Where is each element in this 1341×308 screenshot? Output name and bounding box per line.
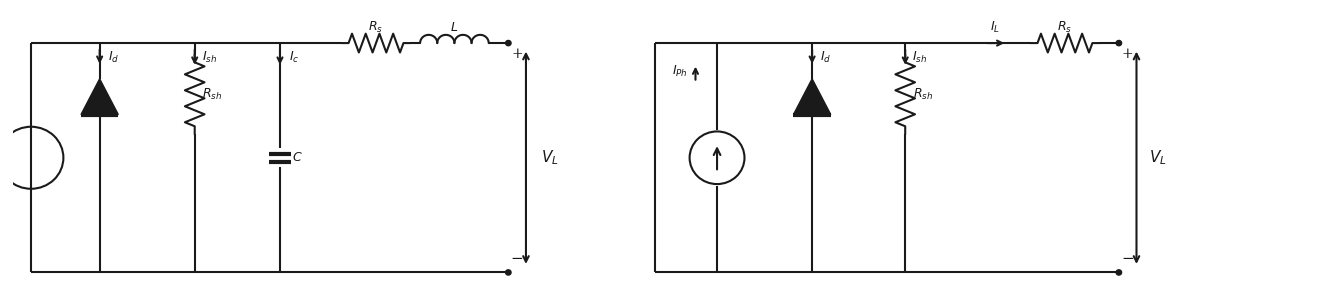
Text: $R_{sh}$: $R_{sh}$ <box>913 87 933 102</box>
Text: $C$: $C$ <box>292 151 303 164</box>
Text: $R_s$: $R_s$ <box>1058 19 1073 34</box>
Circle shape <box>506 270 511 275</box>
Text: $V_L$: $V_L$ <box>1149 148 1167 167</box>
Text: $L$: $L$ <box>451 21 459 34</box>
Circle shape <box>506 40 511 46</box>
Text: $I_d$: $I_d$ <box>107 50 119 65</box>
Text: $I_{Ph}$: $I_{Ph}$ <box>672 64 688 79</box>
Text: −: − <box>1121 252 1134 266</box>
Text: $R_{sh}$: $R_{sh}$ <box>202 87 223 102</box>
Text: $R_s$: $R_s$ <box>369 19 384 34</box>
Circle shape <box>1116 270 1121 275</box>
Text: $I_c$: $I_c$ <box>288 50 299 65</box>
Circle shape <box>1116 40 1121 46</box>
Text: −: − <box>511 252 523 266</box>
Text: $V_L$: $V_L$ <box>540 148 558 167</box>
Text: $I_{sh}$: $I_{sh}$ <box>912 50 928 65</box>
Text: +: + <box>511 47 523 61</box>
Polygon shape <box>794 79 830 115</box>
Text: +: + <box>1122 47 1133 61</box>
Text: $I_L$: $I_L$ <box>991 19 1000 34</box>
Text: $I_{sh}$: $I_{sh}$ <box>201 50 217 65</box>
Text: $I_d$: $I_d$ <box>821 50 831 65</box>
Polygon shape <box>80 79 118 115</box>
